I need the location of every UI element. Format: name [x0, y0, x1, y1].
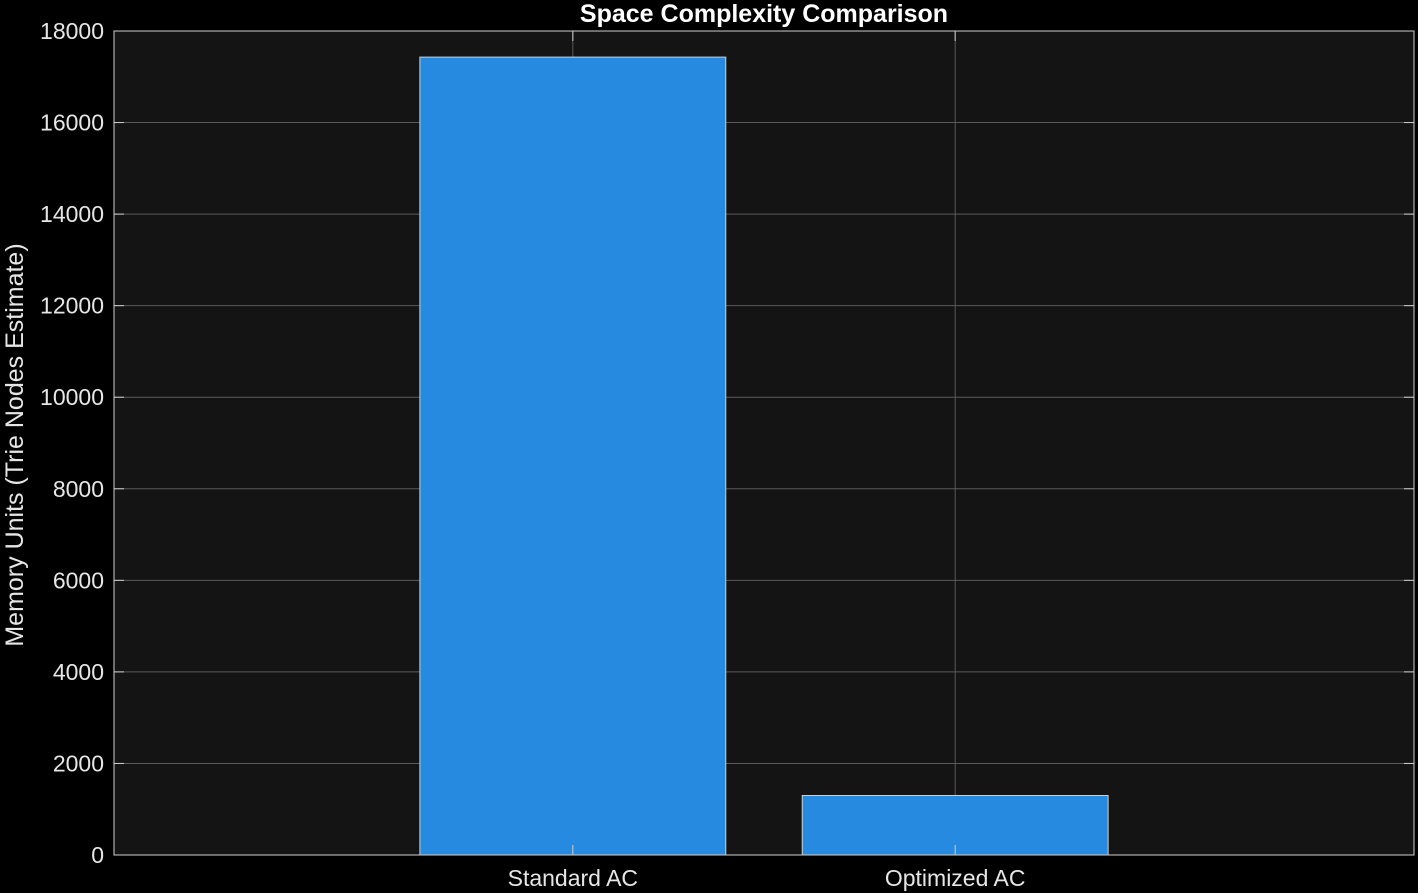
y-tick-label: 18000	[40, 18, 104, 44]
y-axis-label: Memory Units (Trie Nodes Estimate)	[1, 243, 29, 646]
y-tick-label: 8000	[53, 476, 104, 502]
y-tick-label: 0	[91, 842, 104, 868]
y-tick-label: 16000	[40, 110, 104, 136]
grid-lines	[114, 31, 1414, 855]
y-tick-label: 4000	[53, 659, 104, 685]
y-tick-label: 12000	[40, 293, 104, 319]
y-tick-label: 6000	[53, 567, 104, 593]
plot-frame	[113, 30, 1415, 856]
plot-area	[114, 31, 1414, 855]
chart-title: Space Complexity Comparison	[580, 0, 948, 28]
y-tick-label: 2000	[53, 750, 104, 776]
y-axis-ticks: 0 2000 4000 6000 8000 10000 12000 14000 16000 180…	[40, 18, 1414, 868]
y-tick-label: 14000	[40, 201, 104, 227]
bar-standard-ac	[419, 56, 727, 856]
x-tick-label: Optimized AC	[885, 865, 1026, 891]
y-tick-label: 10000	[40, 384, 104, 410]
x-axis-ticks: Standard AC Optimized AC	[508, 31, 1026, 891]
bars	[419, 56, 1109, 856]
x-tick-label: Standard AC	[508, 865, 638, 891]
